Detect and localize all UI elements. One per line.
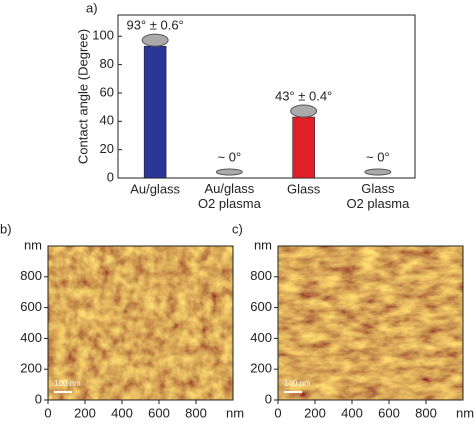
x-tick-label: Glass O2 plasma [346,181,410,211]
y-tick-label: 0 [35,391,42,406]
x-unit: nm [456,405,474,420]
y-tick-label: 60 [100,84,114,99]
y-tick-label: 100 [92,28,114,43]
plot-frame [117,14,416,179]
y-tick-label: 200 [20,361,42,376]
x-tick-label: 0 [44,405,51,420]
x-unit: nm [226,405,244,420]
value-label: 93° ± 0.6° [126,18,183,33]
afm-image [278,246,463,400]
x-tick-label: Glass [287,181,321,196]
value-label: ~ 0° [366,149,390,164]
y-tick-label: 40 [100,113,114,128]
y-unit: nm [24,237,42,252]
y-tick-label: 200 [250,361,272,376]
y-tick-label: 0 [107,169,114,184]
panel-label: c) [232,221,243,236]
image-frame [47,245,234,401]
y-tick-label: 600 [20,299,42,314]
x-tick-label: 200 [304,405,326,420]
droplet [290,104,318,118]
image-frame [277,245,464,401]
y-tick-label: 600 [250,299,272,314]
y-tick-label: 400 [250,330,272,345]
bar [143,45,167,179]
x-tick-label: Au/glass [130,181,180,196]
x-tick-label: 600 [148,405,170,420]
y-axis-label: Contact angle (Degree) [75,29,90,164]
panel-label: b) [0,221,12,236]
scale-bar-label: 100 nm [54,379,81,388]
y-tick-label: 20 [100,141,114,156]
y-tick-label: 400 [20,330,42,345]
scale-bar-label: 100 nm [284,379,311,388]
y-tick-label: 800 [20,268,42,283]
droplet [215,168,243,176]
afm-image [48,246,233,400]
x-tick-label: 0 [274,405,281,420]
x-tick-label: 800 [415,405,437,420]
droplet [141,33,169,47]
value-label: ~ 0° [218,149,242,164]
y-tick-label: 80 [100,56,114,71]
panel-label: a) [86,0,98,15]
x-tick-label: 800 [185,405,207,420]
y-tick-label: 800 [250,268,272,283]
x-tick-label: 400 [111,405,133,420]
bar [292,116,315,179]
x-tick-label: 600 [378,405,400,420]
y-unit: nm [254,237,272,252]
value-label: 43° ± 0.4° [275,88,332,103]
x-tick-label: 200 [74,405,96,420]
x-tick-label: Au/glass O2 plasma [198,181,262,211]
droplet [364,168,392,176]
y-tick-label: 0 [265,391,272,406]
x-tick-label: 400 [341,405,363,420]
